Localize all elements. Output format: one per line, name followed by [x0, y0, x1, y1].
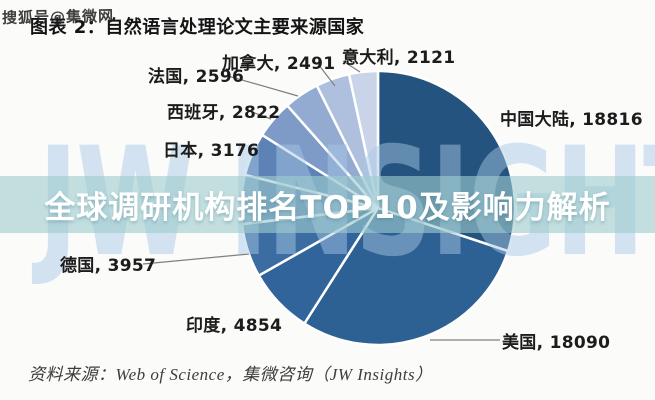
- leader-spain: [251, 111, 272, 120]
- leader-canada: [317, 63, 336, 87]
- slice-label-india: 印度, 4854: [186, 316, 283, 336]
- slice-label-germany: 德国, 3957: [60, 256, 157, 276]
- slice-label-japan: 日本, 3176: [163, 141, 260, 161]
- headline-text: 全球调研机构排名TOP10及影响力解析: [44, 190, 611, 226]
- leader-france: [227, 75, 299, 97]
- slice-label-spain: 西班牙, 2822: [167, 103, 281, 123]
- headline-overlay: 全球调研机构排名TOP10及影响力解析: [0, 176, 655, 233]
- leader-germany: [142, 253, 250, 265]
- slice-label-usa: 美国, 18090: [502, 333, 611, 353]
- leader-italy: [342, 60, 361, 73]
- pie-slice-9: [347, 69, 380, 210]
- slice-label-italy: 意大利, 2121: [342, 48, 456, 68]
- leader-lines: [142, 60, 500, 341]
- pie-slice-1: [303, 206, 510, 347]
- slice-label-china: 中国大陆, 18816: [500, 110, 643, 130]
- sohu-watermark: 搜狐号@集微网: [1, 7, 115, 27]
- slice-label-canada: 加拿大, 2491: [222, 54, 336, 74]
- chart-title: 图表 2：自然语言处理论文主要来源国家: [30, 17, 365, 38]
- source-line: 资料来源：Web of Science，集微咨询（JW Insights）: [28, 365, 433, 384]
- slice-label-france: 法国, 2596: [148, 67, 245, 87]
